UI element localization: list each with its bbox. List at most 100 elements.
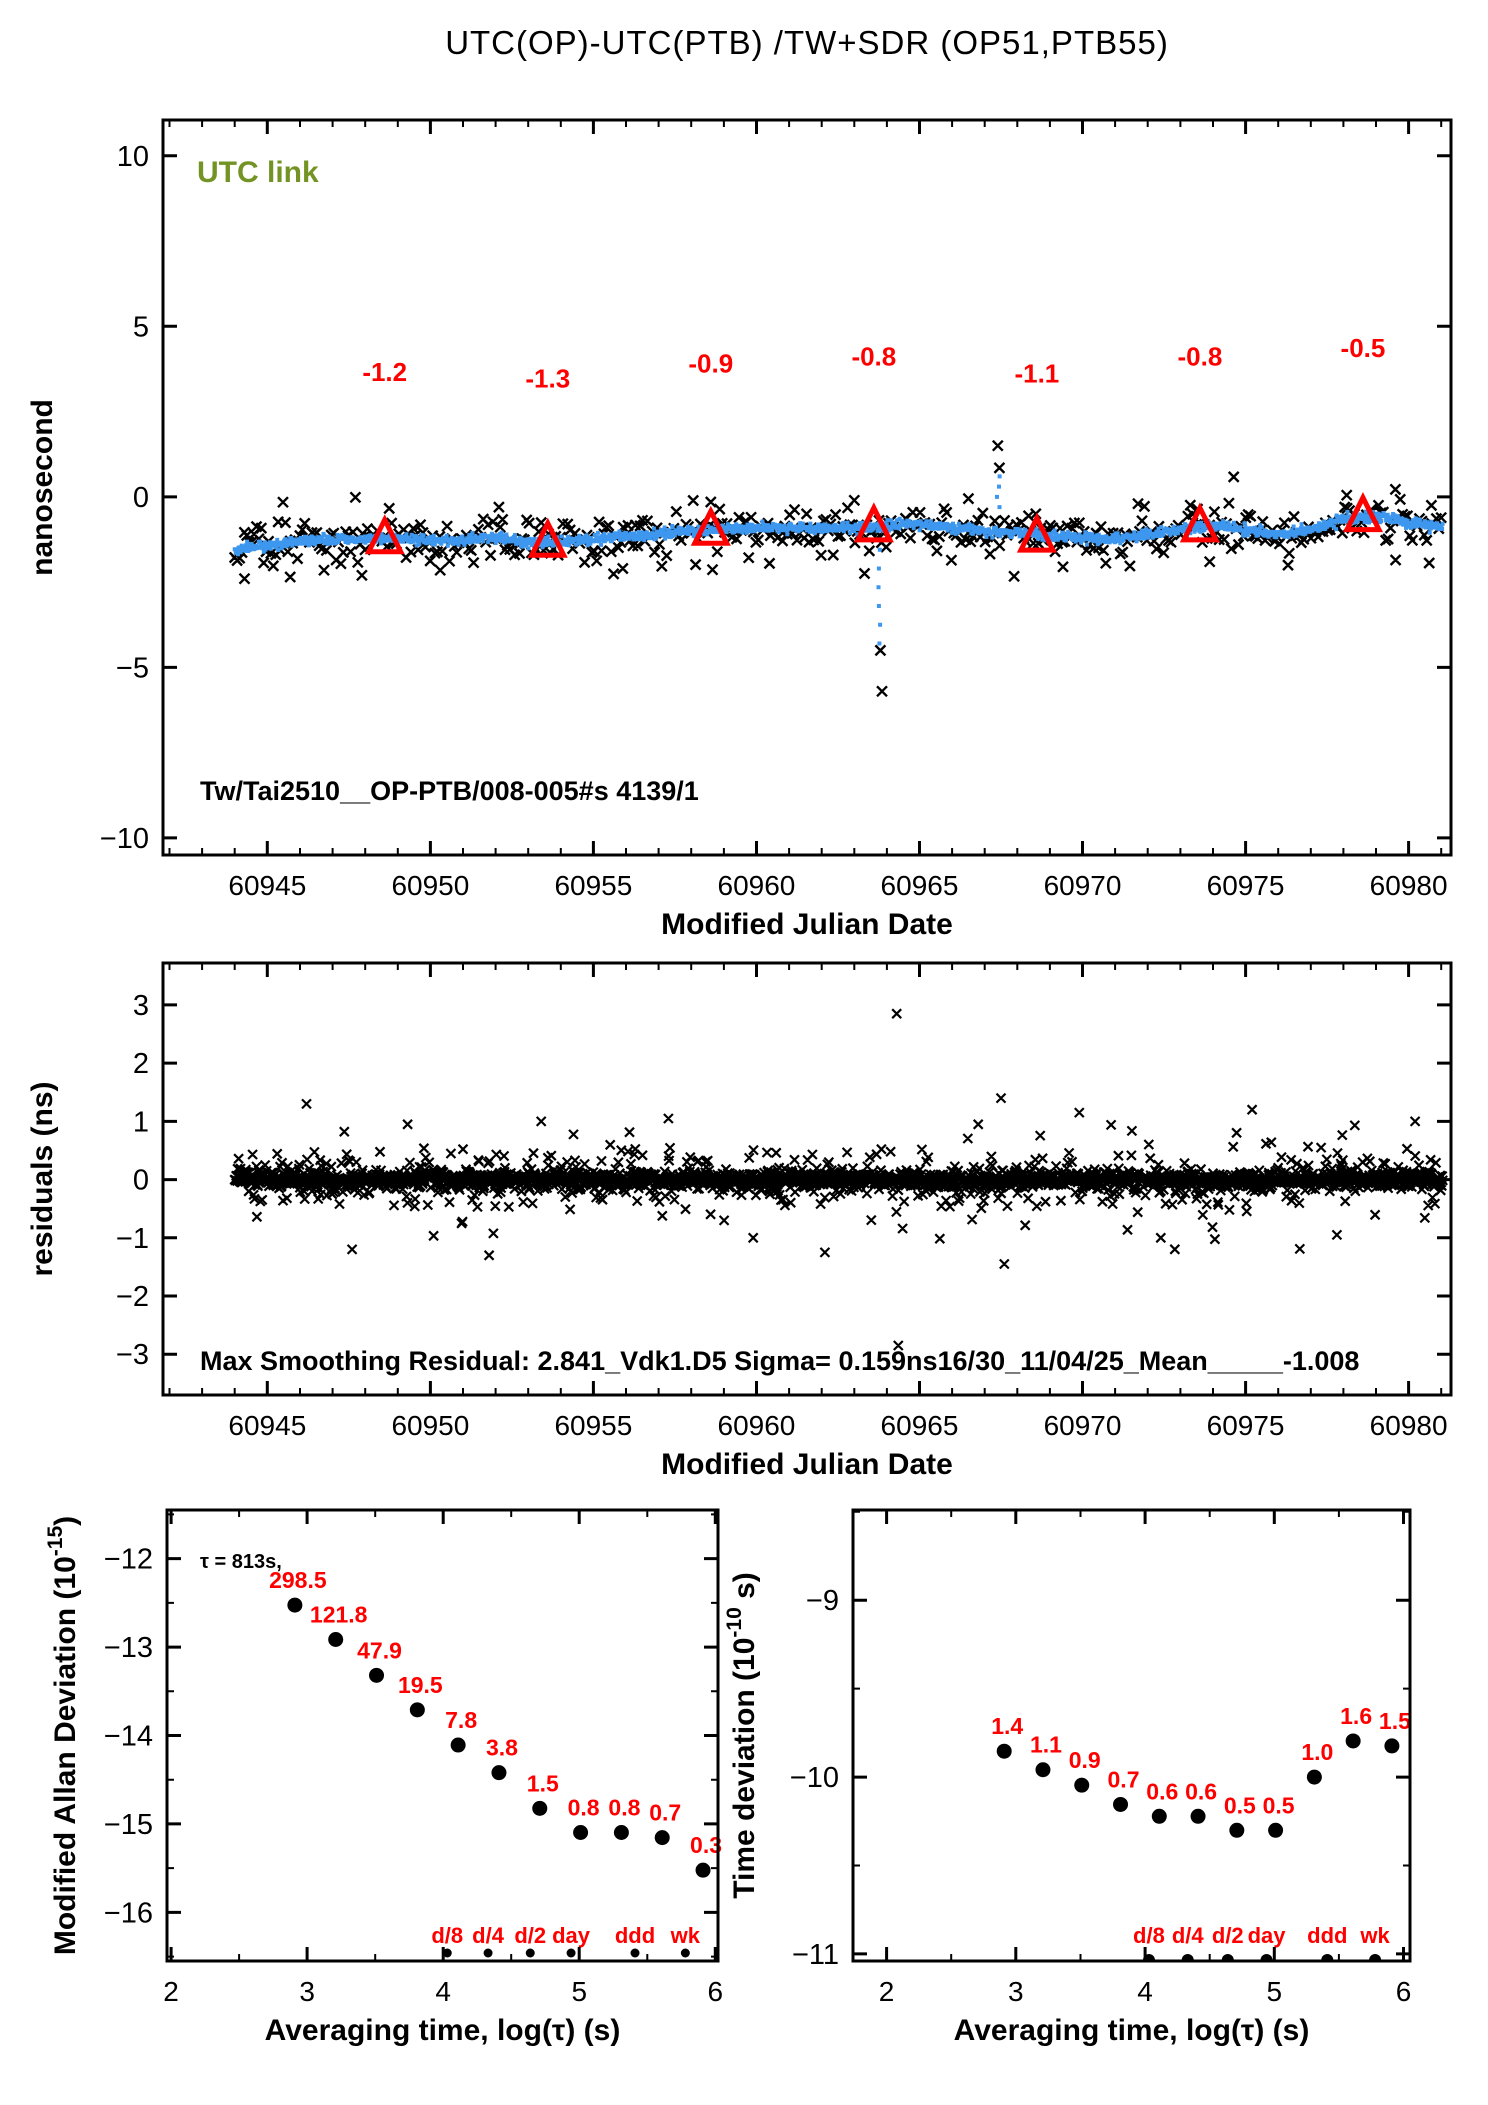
major-ticks xyxy=(853,1510,1410,1961)
panel-frame xyxy=(161,961,1453,1397)
calibration-value-label: -0.8 xyxy=(851,342,896,372)
y-axis-label: Time deviation (10-10 s) xyxy=(723,1572,761,1899)
calibration-triangle xyxy=(1016,512,1057,553)
calibration-value-label: -0.9 xyxy=(688,348,733,378)
x-tick-label: 60980 xyxy=(1370,1410,1448,1441)
time-mark-label: ddd xyxy=(1307,1923,1347,1948)
y-tick-label: −15 xyxy=(104,1809,153,1841)
dev-point xyxy=(695,1862,711,1878)
time-mark-dot xyxy=(1181,1954,1194,1961)
phase-panel: -1.2 -1.3 -0.9 -0.8 -1.1 -0.8 -0.5 UTC link Tw/T… xyxy=(26,118,1453,941)
minor-ticks xyxy=(167,1510,718,1961)
y-tick-label: −12 xyxy=(104,1544,153,1576)
dev-point xyxy=(409,1702,425,1718)
dev-point xyxy=(1151,1808,1167,1824)
calibration-triangle xyxy=(690,505,731,546)
dev-point xyxy=(532,1800,548,1816)
y-tick-label: −16 xyxy=(104,1897,153,1929)
y-tick-label: −3 xyxy=(116,1339,149,1371)
y-tick-label: −5 xyxy=(116,652,149,684)
y-tick-label: −1 xyxy=(116,1223,149,1255)
dev-value-label: 3.8 xyxy=(486,1735,518,1761)
dev-point xyxy=(328,1631,344,1647)
dev-value-label: 1.5 xyxy=(527,1770,559,1796)
y-axis-label: nanosecond xyxy=(26,399,59,576)
x-tick-label: 60950 xyxy=(391,1410,469,1441)
x-tick-label: 6 xyxy=(707,1976,723,2007)
time-mark-dot xyxy=(483,1948,493,1958)
calibration-value-label: -1.2 xyxy=(362,357,407,387)
panel-frame xyxy=(165,1508,720,1963)
dev-value-label: 7.8 xyxy=(445,1707,477,1733)
calibration-value-label: -0.8 xyxy=(1178,342,1223,372)
dev-value-label: 1.6 xyxy=(1340,1703,1372,1729)
dev-point xyxy=(287,1597,303,1613)
time-mark-label: d/4 xyxy=(472,1923,505,1948)
x-tick-label: 5 xyxy=(571,1976,587,2007)
y-tick-label: −11 xyxy=(792,1939,839,1971)
time-mark-dot xyxy=(566,1948,576,1958)
dev-value-label: 0.8 xyxy=(608,1795,640,1821)
dev-point xyxy=(613,1825,629,1841)
y-axis-label: Modified Allan Deviation (10-15) xyxy=(44,1516,82,1955)
x-tick-label: 60945 xyxy=(228,1410,306,1441)
time-mark-dot xyxy=(442,1948,452,1958)
y-tick-label: −13 xyxy=(104,1632,153,1664)
calibration-triangle xyxy=(527,517,568,558)
dev-point xyxy=(1035,1762,1051,1778)
dev-point xyxy=(1074,1777,1090,1793)
x-axis-label: Modified Julian Date xyxy=(661,1448,953,1481)
calibration-value-label: -1.1 xyxy=(1014,359,1059,389)
time-mark-dot xyxy=(1321,1954,1334,1961)
dev-value-label: 0.6 xyxy=(1146,1778,1178,1804)
x-tick-label: 5 xyxy=(1267,1976,1283,2007)
calibration-triangle xyxy=(364,514,405,555)
dev-point xyxy=(1190,1808,1206,1824)
dev-point xyxy=(1229,1822,1245,1838)
time-mark-dot xyxy=(630,1948,640,1958)
x-tick-label: 3 xyxy=(299,1976,315,2007)
y-tick-label: 10 xyxy=(117,141,149,173)
y-tick-label: −2 xyxy=(116,1281,149,1313)
raw-tw-series xyxy=(228,439,1448,698)
dev-point xyxy=(1113,1796,1129,1812)
utc-link-label: UTC link xyxy=(197,156,319,189)
x-tick-label: 60955 xyxy=(554,870,632,901)
x-tick-label: 60980 xyxy=(1370,870,1448,901)
dev-point xyxy=(1268,1822,1284,1838)
x-axis-label: Modified Julian Date xyxy=(661,908,953,941)
dev-point xyxy=(654,1830,670,1846)
time-mark-label: d/4 xyxy=(1172,1923,1205,1948)
x-tick-label: 60970 xyxy=(1044,1410,1122,1441)
y-tick-label: 0 xyxy=(133,482,149,514)
dev-point xyxy=(1345,1733,1361,1749)
x-tick-label: 60965 xyxy=(881,870,959,901)
dev-value-label: 0.7 xyxy=(649,1800,681,1826)
x-tick-label: 60970 xyxy=(1044,870,1122,901)
dev-value-label: 298.5 xyxy=(269,1567,327,1593)
y-tick-label: −9 xyxy=(806,1585,839,1617)
x-tick-label: 2 xyxy=(163,1976,179,2007)
time-mark-label: ddd xyxy=(615,1923,655,1948)
tdev-panel: 1.41.10.90.7 0.6 0.60.5 0.51.01.6 1.5d/8 d/4 d… xyxy=(723,1508,1412,2047)
smoothed-tw-series xyxy=(232,474,1445,646)
calibration-triangle xyxy=(1179,502,1220,543)
calibration-triangle xyxy=(1342,492,1384,533)
time-mark-label: day xyxy=(552,1923,591,1948)
calibration-value-label: -0.5 xyxy=(1341,333,1386,363)
dev-value-label: 1.5 xyxy=(1379,1708,1411,1734)
y-tick-label: −14 xyxy=(104,1721,153,1753)
panel-frame xyxy=(851,1508,1412,1963)
dev-value-label: 0.5 xyxy=(1263,1792,1295,1818)
y-tick-label: 3 xyxy=(133,990,149,1022)
x-tick-label: 60965 xyxy=(881,1410,959,1441)
minor-ticks xyxy=(168,963,1443,1395)
x-tick-label: 60975 xyxy=(1207,1410,1285,1441)
calibration-triangle xyxy=(853,502,894,543)
time-mark-dots xyxy=(442,1948,690,1958)
time-mark-label: d/8 xyxy=(431,1923,463,1948)
dev-value-label: 0.8 xyxy=(568,1795,600,1821)
dev-value-label: 0.6 xyxy=(1185,1778,1217,1804)
